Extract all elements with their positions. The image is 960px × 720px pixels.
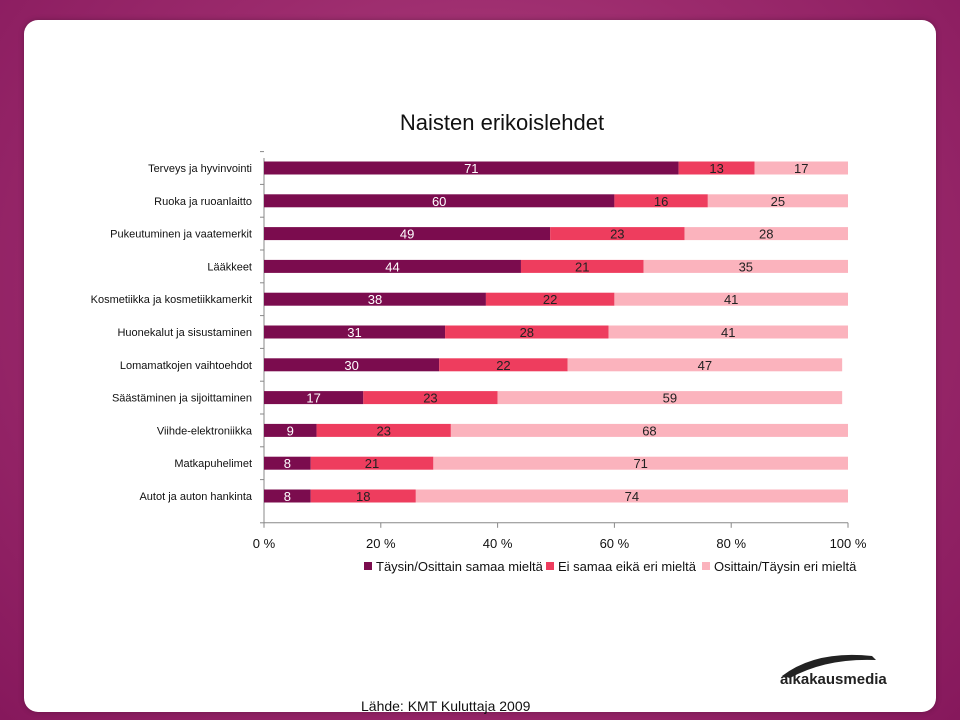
data-label: 21 [365,456,379,471]
legend-label: Ei samaa eikä eri mieltä [558,559,697,574]
data-label: 44 [385,259,399,274]
bar-segment [439,358,568,372]
category-label: Terveys ja hyvinvointi [148,163,252,175]
data-label: 47 [698,358,712,373]
bar-segment [264,423,317,437]
bar-segment [614,292,848,306]
bar-segment [264,489,311,503]
data-label: 71 [633,456,647,471]
bar-segment [754,161,848,175]
category-label: Ruoka ja ruoanlaitto [154,196,252,208]
data-label: 38 [368,292,382,307]
bar-segment [445,325,609,339]
data-label: 35 [739,259,753,274]
data-label: 41 [724,292,738,307]
data-label: 23 [610,227,624,242]
legend-swatch [364,562,372,570]
data-label: 16 [654,194,668,209]
category-label: Kosmetiikka ja kosmetiikkamerkit [91,294,252,306]
data-label: 13 [709,161,723,176]
bar-segment [678,161,755,175]
legend-label: Täysin/Osittain samaa mieltä [376,559,544,574]
chart: Naisten erikoislehdet Terveys ja hyvinvoi… [91,110,867,574]
x-tick-label: 60 % [600,536,630,551]
x-tick-label: 100 % [830,536,867,551]
slide-card: Naisten erikoislehdet Terveys ja hyvinvoi… [24,20,936,714]
data-label: 8 [284,489,291,504]
data-label: 71 [464,161,478,176]
x-tick-label: 20 % [366,536,396,551]
bar-segment [310,456,434,470]
category-label: Viihde-elektroniikka [157,425,253,437]
bar-segment [520,259,644,273]
bar-segment [363,391,498,405]
data-label: 60 [432,194,446,209]
bar-segment [550,227,685,241]
x-tick-label: 40 % [483,536,513,551]
bar-segment [264,292,486,306]
category-label: Lääkkeet [207,261,252,273]
data-label: 49 [400,227,414,242]
data-label: 23 [376,423,390,438]
bar-segment [684,227,848,241]
category-label: Huonekalut ja sisustaminen [117,327,252,339]
data-label: 23 [423,391,437,406]
data-label: 74 [625,489,639,504]
x-tick-label: 0 % [253,536,276,551]
data-label: 28 [520,325,534,340]
data-label: 41 [721,325,735,340]
chart-title: Naisten erikoislehdet [400,110,604,135]
bar-segment [316,423,451,437]
legend-swatch [702,562,710,570]
bar-segment [310,489,416,503]
bar-segment [264,325,446,339]
bar-segment [264,227,551,241]
category-label: Säästäminen ja sijoittaminen [112,393,252,405]
data-label: 21 [575,259,589,274]
bar-segment [567,358,843,372]
bar-segment [433,456,848,470]
data-label: 9 [287,423,294,438]
legend-swatch [546,562,554,570]
data-label: 68 [642,423,656,438]
bar-segment [415,489,848,503]
bar-segment [264,391,364,405]
bar-segment [450,423,848,437]
bar-segment [707,194,848,208]
x-tick-label: 80 % [716,536,746,551]
category-label: Autot ja auton hankinta [139,491,252,503]
bar-segment [614,194,708,208]
source-note: Lähde: KMT Kuluttaja 2009 [361,698,531,714]
bar-segment [264,161,679,175]
bar-segment [264,259,521,273]
category-label: Matkapuhelimet [174,458,252,470]
category-label: Pukeutuminen ja vaatemerkit [110,229,252,241]
bar-segment [497,391,843,405]
data-label: 8 [284,456,291,471]
bar-segment [608,325,848,339]
data-label: 31 [347,325,361,340]
aikakausmedia-logo: aikakausmedia [780,654,887,688]
bar-segment [643,259,848,273]
bar-segment [264,358,440,372]
bar-segment [264,194,615,208]
legend-label: Osittain/Täysin eri mieltä [714,559,857,574]
data-label: 30 [344,358,358,373]
data-label: 28 [759,227,773,242]
logo-swoosh [782,654,876,678]
data-label: 59 [663,391,677,406]
data-label: 18 [356,489,370,504]
data-label: 22 [543,292,557,307]
data-label: 17 [306,391,320,406]
logo-text: aikakausmedia [780,671,887,688]
data-label: 22 [496,358,510,373]
data-label: 25 [771,194,785,209]
category-label: Lomamatkojen vaihtoehdot [120,360,252,372]
data-label: 17 [794,161,808,176]
bar-segment [485,292,615,306]
bar-segment [264,456,311,470]
